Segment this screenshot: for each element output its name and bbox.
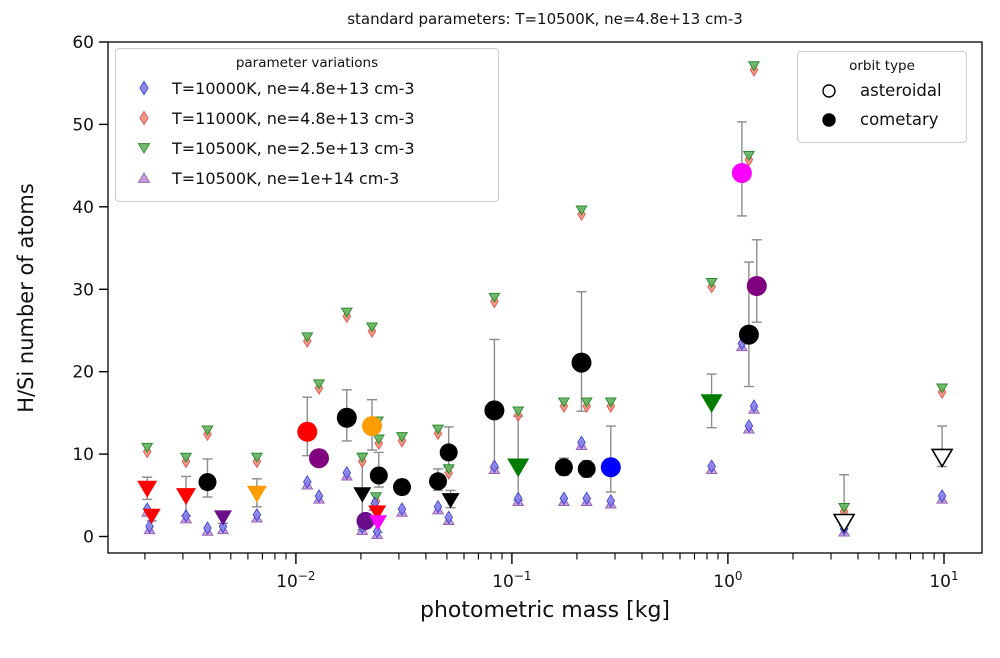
main-data-points xyxy=(137,163,954,534)
legend-entry: T=10000K, ne=4.8e+13 cm-3 xyxy=(116,73,498,103)
y-tick-label: 60 xyxy=(72,33,94,53)
parameter-variations-legend-title: parameter variations xyxy=(235,55,379,71)
legend-entry-label: T=10500K, ne=1e+14 cm-3 xyxy=(172,168,400,188)
y-tick-label: 40 xyxy=(72,198,94,218)
x-axis-label: photometric mass [kg] xyxy=(420,598,670,623)
legend-entry: T=11000K, ne=4.8e+13 cm-3 xyxy=(116,103,498,133)
legend-entry-label: asteroidal xyxy=(860,81,942,100)
y-tick-label: 0 xyxy=(83,528,94,548)
legend-entry: T=10500K, ne=2.5e+13 cm-3 xyxy=(116,133,498,163)
y-tick-label: 30 xyxy=(72,280,94,300)
diamond-marker-icon xyxy=(116,109,172,127)
orbit-type-legend-title: orbit type xyxy=(849,58,915,74)
legend-entry-label: T=10500K, ne=2.5e+13 cm-3 xyxy=(172,138,415,158)
circle-marker-icon xyxy=(798,111,860,129)
y-tick-label: 50 xyxy=(72,115,94,135)
x-tick-label: 101 xyxy=(929,569,958,592)
x-tick-label: 10−1 xyxy=(492,569,531,592)
plot-frame xyxy=(107,41,983,554)
y-tick-label: 10 xyxy=(72,445,94,465)
y-axis-ticks: 0 10 20 30 40 50 60 xyxy=(72,33,108,548)
variation-points-high xyxy=(141,61,949,519)
parameter-variations-legend: parameter variations T=10000K, ne=4.8e+1… xyxy=(115,48,499,202)
orbit-type-legend-rows: asteroidal cometary xyxy=(798,76,966,134)
legend-entry-label: T=11000K, ne=4.8e+13 cm-3 xyxy=(172,108,415,128)
tri-down-marker-icon xyxy=(116,139,172,157)
x-tick-label: 10−2 xyxy=(276,569,315,592)
parameter-variations-legend-rows: T=10000K, ne=4.8e+13 cm-3 T=11000K, ne=4.… xyxy=(116,73,498,193)
variation-points-low xyxy=(141,336,949,540)
chart-title: standard parameters: T=10500K, ne=4.8e+1… xyxy=(347,10,743,28)
x-tick-label: 100 xyxy=(713,569,742,592)
y-tick-label: 20 xyxy=(72,363,94,383)
legend-entry-label: T=10000K, ne=4.8e+13 cm-3 xyxy=(172,78,415,98)
tri-up-marker-icon xyxy=(116,169,172,187)
legend-entry: asteroidal xyxy=(798,76,966,105)
diamond-marker-icon xyxy=(116,79,172,97)
circle-marker-icon xyxy=(798,82,860,100)
orbit-type-legend: orbit type asteroidal cometary xyxy=(797,51,967,143)
legend-entry-label: cometary xyxy=(860,110,939,129)
legend-entry: T=10500K, ne=1e+14 cm-3 xyxy=(116,163,498,193)
legend-entry: cometary xyxy=(798,105,966,134)
x-axis-ticks: 10−2 10−1 100 101 xyxy=(144,553,959,592)
